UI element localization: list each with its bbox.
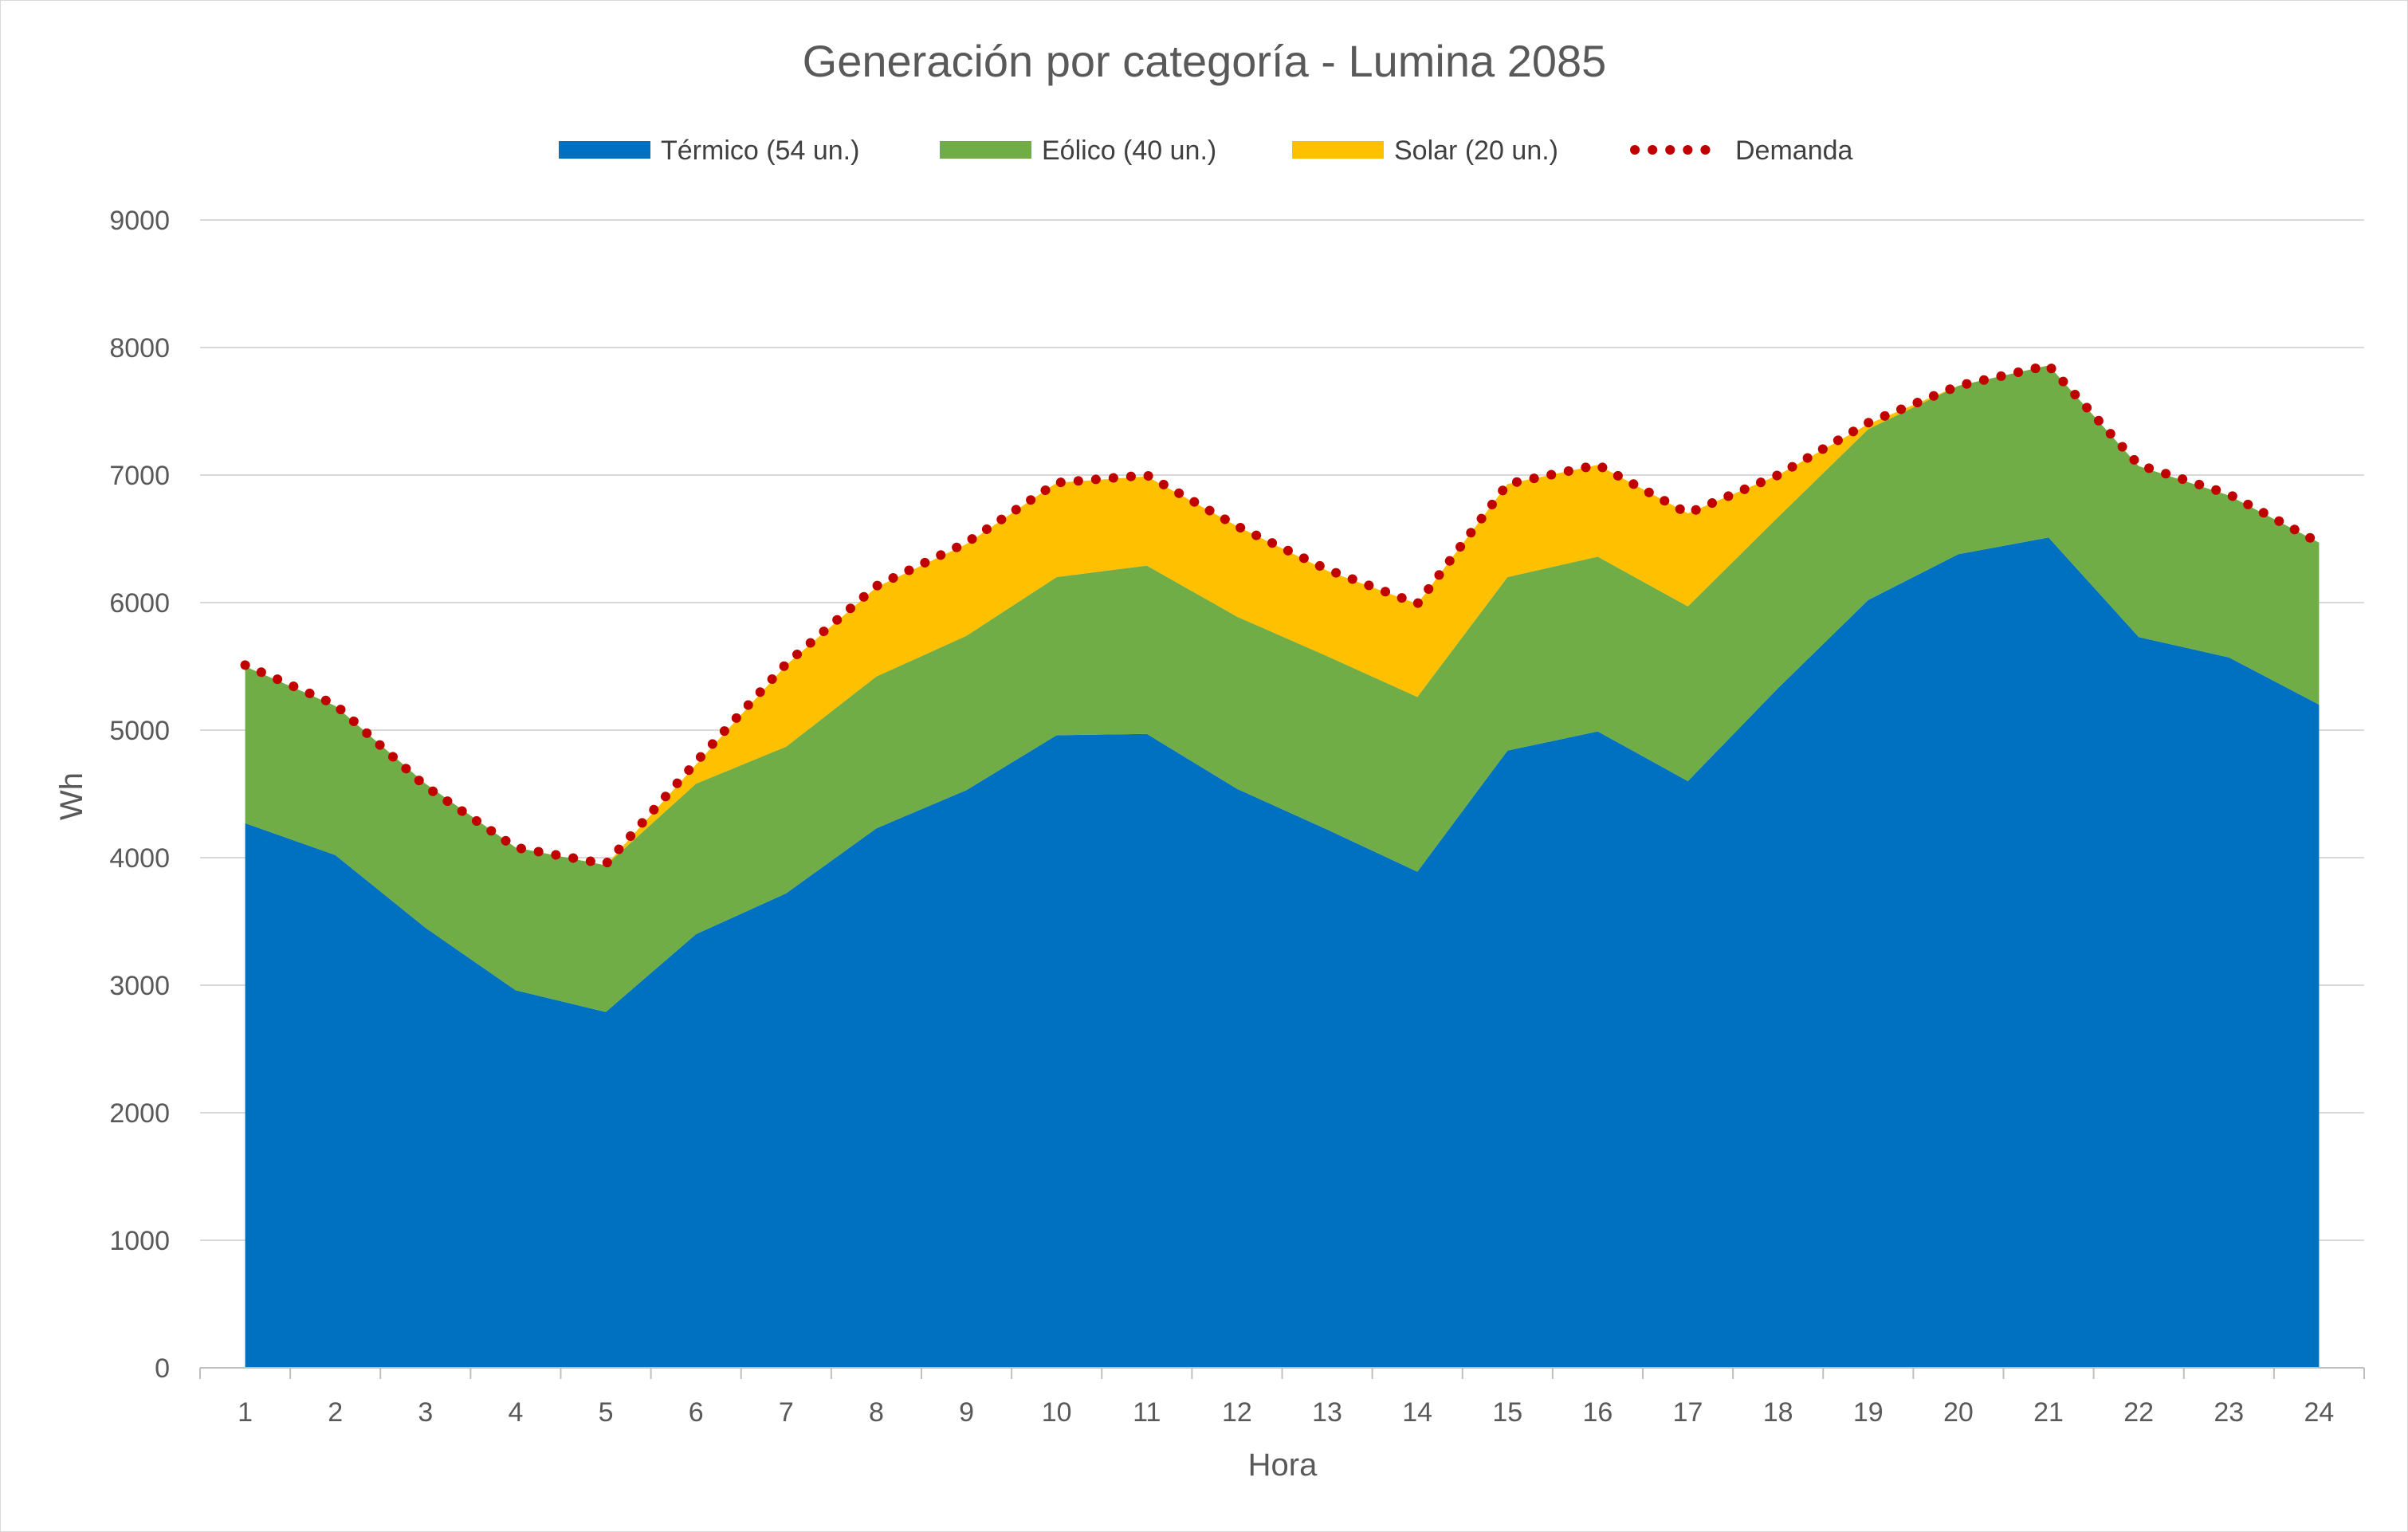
y-tick-label: 2000 (109, 1098, 170, 1129)
x-tick-label: 8 (869, 1397, 884, 1428)
y-tick-label: 8000 (109, 333, 170, 363)
x-tick-label: 9 (959, 1397, 974, 1428)
x-tick-label: 10 (1042, 1397, 1072, 1428)
x-tick-label: 4 (508, 1397, 523, 1428)
y-tick-label: 3000 (109, 971, 170, 1001)
chart-title: Generación por categoría - Lumina 2085 (803, 36, 1607, 86)
x-tick-label: 12 (1222, 1397, 1252, 1428)
x-tick-label: 13 (1312, 1397, 1342, 1428)
x-tick-label: 7 (779, 1397, 794, 1428)
x-tick-label: 15 (1492, 1397, 1522, 1428)
area-series-2 (245, 365, 2320, 866)
legend-label: Térmico (54 un.) (661, 136, 859, 166)
legend-label: Solar (20 un.) (1394, 136, 1558, 166)
y-axis: 0 1000 2000 3000 4000 5000 6000 7000 8000 9000 (109, 206, 170, 1384)
x-tick-label: 19 (1853, 1397, 1884, 1428)
area-series-0 (245, 537, 2320, 1368)
y-tick-label: 1000 (109, 1226, 170, 1256)
x-tick-label: 5 (599, 1397, 614, 1428)
x-axis-title: Hora (1248, 1448, 1318, 1483)
x-tick-label: 18 (1763, 1397, 1793, 1428)
legend-swatch-1 (940, 141, 1031, 159)
y-tick-label: 9000 (109, 206, 170, 236)
y-tick-label: 7000 (109, 461, 170, 491)
y-tick-label: 0 (155, 1353, 170, 1384)
y-axis-title: Wh (54, 772, 89, 820)
legend-label: Eólico (40 un.) (1042, 136, 1216, 166)
x-tick-label: 16 (1583, 1397, 1613, 1428)
legend-swatch-2 (1292, 141, 1384, 159)
x-tick-label: 3 (418, 1397, 433, 1428)
x-tick-label: 6 (689, 1397, 704, 1428)
x-tick-label: 24 (2304, 1397, 2335, 1428)
x-tick-label: 2 (328, 1397, 343, 1428)
x-tick-label: 11 (1133, 1397, 1161, 1428)
demand-line (240, 359, 2324, 870)
x-tick-label: 23 (2214, 1397, 2244, 1428)
x-tick-label: 22 (2123, 1397, 2154, 1428)
legend-swatch-0 (559, 141, 650, 159)
y-tick-label: 6000 (109, 588, 170, 619)
area-series-1 (245, 365, 2320, 1012)
legend-label: Demanda (1735, 136, 1853, 166)
x-tick-label: 17 (1673, 1397, 1703, 1428)
demand-series-line (240, 359, 2324, 870)
y-tick-label: 4000 (109, 843, 170, 874)
stacked-areas (245, 365, 2320, 1368)
legend: Térmico (54 un.) Eólico (40 un.) Solar (20… (559, 136, 1853, 166)
y-tick-label: 5000 (109, 716, 170, 746)
x-tick-label: 1 (238, 1397, 253, 1428)
x-axis: 1 2 3 4 5 6 7 8 9 10 11 12 13 14 15 16 17 18 19 20 21 22 23 24 (199, 1367, 2365, 1428)
x-tick-label: 14 (1402, 1397, 1432, 1428)
x-tick-label: 20 (1943, 1397, 1974, 1428)
x-tick-label: 21 (2033, 1397, 2064, 1428)
